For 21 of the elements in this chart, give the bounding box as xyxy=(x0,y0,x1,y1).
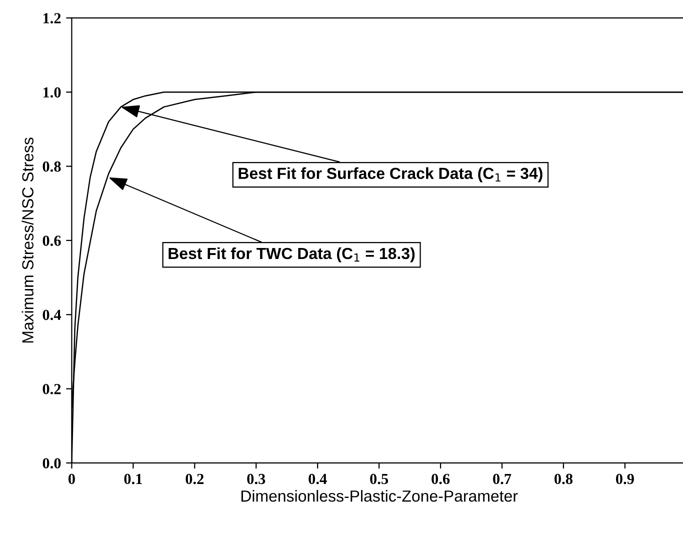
y-tick-label: 0.2 xyxy=(42,384,61,394)
x-tick-label: 0.8 xyxy=(554,474,573,484)
x-tick-label: 0.9 xyxy=(616,474,634,484)
x-tick-label: 0.4 xyxy=(308,474,327,484)
x-tick-label: 0.5 xyxy=(370,474,388,484)
x-tick-label: 0.6 xyxy=(432,474,450,484)
x-tick-label: 0 xyxy=(68,474,75,484)
x-tick-label: 0.1 xyxy=(124,474,142,484)
annotation: Best Fit for Surface Crack Data (C$_{1}$ = 34) xyxy=(238,167,542,182)
y-axis-title: Maximum Stress/NSC Stress xyxy=(22,138,34,343)
x-axis-title: Dimensionless-Plastic-Zone-Parameter xyxy=(241,490,518,502)
x-tick-label: 0.3 xyxy=(247,474,266,484)
y-tick-label: 1.2 xyxy=(43,13,61,24)
annotation: Best Fit for TWC Data (C$_{1}$ = 18.3) xyxy=(168,247,415,262)
y-tick-label: 0.4 xyxy=(42,310,62,320)
y-tick-label: 0.8 xyxy=(42,161,61,172)
y-tick-label: 0.0 xyxy=(42,458,61,468)
x-tick-label: 0.7 xyxy=(493,474,512,484)
y-tick-label: 0.6 xyxy=(42,236,61,246)
y-tick-label: 1.0 xyxy=(43,87,61,98)
x-tick-label: 0.2 xyxy=(186,474,204,484)
